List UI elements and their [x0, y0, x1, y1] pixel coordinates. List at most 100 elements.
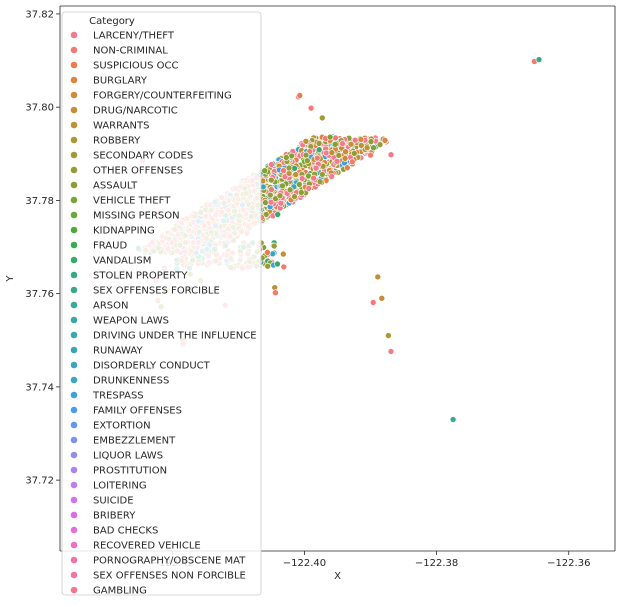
scatter-point: [367, 151, 374, 159]
scatter-point: [302, 151, 310, 159]
legend-marker: [70, 346, 78, 354]
scatter-point: [367, 138, 375, 145]
legend-marker: [70, 451, 78, 459]
x-tick-label: −122.38: [415, 558, 458, 569]
legend-marker: [70, 331, 78, 339]
legend-marker: [70, 46, 78, 54]
legend-entry-label: SEX OFFENSES FORCIBLE: [93, 286, 220, 297]
outlier-point: [318, 114, 326, 122]
scatter-point: [326, 133, 334, 141]
legend-marker: [70, 466, 78, 474]
legend-marker: [70, 31, 78, 39]
scatter-point: [322, 149, 330, 157]
legend-marker: [70, 271, 78, 279]
scatter-point: [318, 171, 326, 178]
legend-marker: [70, 541, 78, 549]
scatter-point: [316, 178, 324, 185]
scatter-point: [279, 182, 286, 190]
scatter-point: [341, 155, 349, 162]
legend-marker: [70, 481, 78, 489]
scatter-point: [261, 167, 269, 174]
outlier-point: [449, 416, 457, 423]
legend-marker: [70, 106, 78, 114]
legend-marker: [70, 436, 78, 444]
scatter-point: [266, 191, 274, 199]
y-tick-label: 37.76: [25, 289, 54, 300]
scatter-point: [270, 242, 278, 250]
legend-entry-label: NON-CRIMINAL: [93, 46, 168, 57]
scatter-point: [274, 211, 282, 218]
legend-entry-label: MISSING PERSON: [93, 211, 180, 222]
outlier-point: [387, 348, 395, 355]
legend-marker: [70, 76, 78, 84]
legend-entry-label: DRIVING UNDER THE INFLUENCE: [93, 331, 257, 342]
scatter-point: [310, 174, 317, 182]
legend-entry-label: SUSPICIOUS OCC: [93, 61, 178, 72]
scatter-point: [279, 250, 287, 258]
scatter-point: [351, 136, 359, 144]
scatter-point: [370, 144, 377, 151]
legend-marker: [70, 391, 78, 399]
legend-marker: [70, 556, 78, 564]
scatter-point: [343, 164, 351, 171]
scatter-point: [357, 142, 365, 149]
legend-marker: [70, 496, 78, 504]
scatter-point: [267, 176, 275, 184]
legend-entry-label: EMBEZZLEMENT: [93, 436, 176, 447]
y-tick-label: 37.80: [25, 103, 54, 114]
legend-marker: [70, 286, 78, 294]
legend-marker: [70, 136, 78, 144]
scatter-point: [339, 140, 346, 147]
outlier-point: [535, 56, 543, 63]
scatter-point: [333, 158, 341, 165]
legend-entry-label: FRAUD: [93, 241, 127, 252]
scatter-point: [348, 158, 356, 166]
scatter-point: [292, 171, 300, 178]
legend-entry-label: DRUG/NARCOTIC: [93, 106, 178, 117]
scatter-point: [267, 198, 275, 206]
scatter-point: [277, 199, 285, 207]
legend-entry-label: EXTORTION: [93, 421, 151, 432]
scatter-point: [350, 150, 358, 157]
scatter-point: [291, 193, 298, 200]
legend-marker: [70, 526, 78, 534]
outlier-point: [385, 332, 392, 339]
legend-entry-label: LIQUOR LAWS: [93, 451, 163, 462]
legend-entry-label: RECOVERED VEHICLE: [93, 541, 201, 552]
scatter-point: [302, 138, 310, 145]
legend-entry-label: OTHER OFFENSES: [93, 166, 183, 177]
outlier-point: [378, 294, 386, 302]
scatter-point: [285, 170, 293, 177]
scatter-point: [315, 140, 323, 147]
legend-marker: [70, 121, 78, 129]
scatter-point: [262, 211, 270, 218]
legend-entry-label: ROBBERY: [93, 136, 141, 147]
legend-marker: [70, 241, 78, 249]
legend-entry-label: KIDNAPPING: [93, 226, 155, 237]
legend-entry-label: WARRANTS: [93, 121, 149, 132]
legend-marker: [70, 196, 78, 204]
legend-title: Category: [89, 16, 135, 27]
scatter-point: [282, 154, 290, 161]
legend-entry-label: LOITERING: [93, 481, 147, 492]
legend-marker: [70, 376, 78, 384]
scatter-point: [315, 146, 323, 153]
scatter-point: [347, 140, 355, 148]
legend-entry-label: TRESPASS: [92, 391, 144, 402]
legend-entry-label: SECONDARY CODES: [93, 151, 193, 162]
outlier-point: [369, 299, 377, 306]
legend-marker: [70, 226, 78, 234]
legend-entry-label: STOLEN PROPERTY: [93, 271, 188, 282]
outlier-point: [307, 104, 315, 112]
legend: Category LARCENY/THEFT NON-CRIMINAL SUSPICI…: [61, 11, 262, 597]
legend-marker: [70, 301, 78, 309]
scatter-point: [331, 141, 339, 148]
scatter-point: [376, 141, 384, 148]
outlier-point: [387, 151, 395, 158]
legend-marker: [70, 256, 78, 264]
legend-marker: [70, 511, 78, 519]
y-tick-label: 37.74: [25, 382, 54, 393]
outlier-point: [272, 289, 279, 297]
scatter-point: [298, 175, 306, 182]
